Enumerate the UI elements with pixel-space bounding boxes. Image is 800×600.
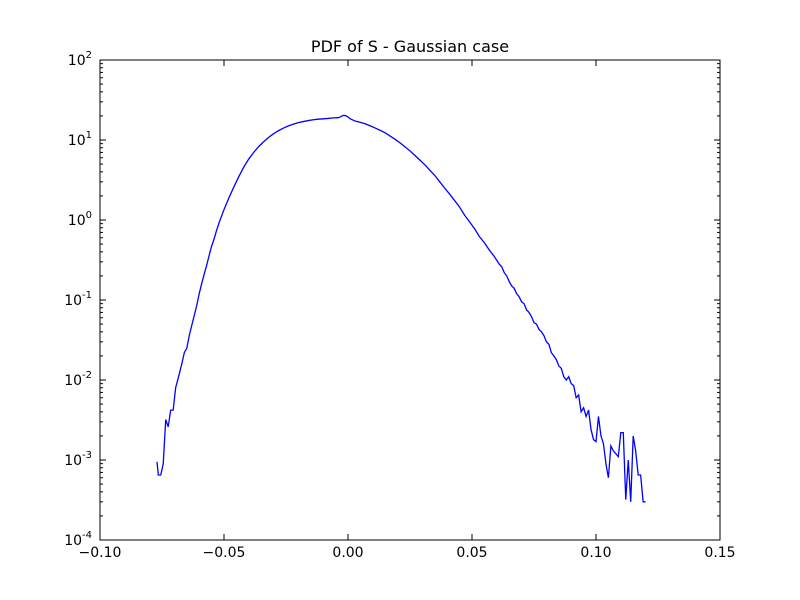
y-tick-label: 10-2 — [64, 370, 92, 389]
y-tick-exponent: -2 — [82, 370, 92, 381]
x-tick-label: 0.15 — [704, 545, 735, 561]
y-tick-exponent: -3 — [82, 450, 92, 461]
pdf-curve — [156, 114, 646, 503]
y-tick-label: 10-3 — [64, 450, 92, 469]
x-tick-label: 0.05 — [456, 545, 487, 561]
y-tick-exponent: -1 — [82, 290, 92, 301]
y-tick-label: 100 — [68, 210, 92, 229]
x-tick-label: 0.00 — [332, 545, 363, 561]
y-tick-label: 101 — [68, 130, 92, 149]
x-tick-label: 0.10 — [580, 545, 611, 561]
y-tick-label: 10-1 — [64, 290, 92, 309]
x-axis-ticks: −0.10 −0.05 0.00 0.05 0.10 0.15 — [79, 60, 736, 561]
y-tick-base: 10 — [68, 133, 86, 149]
plot-area — [99, 59, 721, 541]
y-tick-label: 10-4 — [64, 530, 92, 549]
y-tick-base: 10 — [64, 533, 82, 549]
x-tick-label: −0.10 — [79, 545, 122, 561]
y-tick-exponent: 2 — [86, 50, 92, 61]
x-tick-label: −0.05 — [203, 545, 246, 561]
y-tick-base: 10 — [68, 53, 86, 69]
y-tick-base: 10 — [64, 293, 82, 309]
chart-title: PDF of S - Gaussian case — [311, 37, 509, 56]
y-tick-exponent: -4 — [82, 530, 92, 541]
y-tick-base: 10 — [64, 453, 82, 469]
y-tick-base: 10 — [68, 213, 86, 229]
y-tick-label: 102 — [68, 50, 92, 69]
y-tick-base: 10 — [64, 373, 82, 389]
y-tick-exponent: 1 — [86, 130, 92, 141]
y-tick-exponent: 0 — [86, 210, 92, 221]
